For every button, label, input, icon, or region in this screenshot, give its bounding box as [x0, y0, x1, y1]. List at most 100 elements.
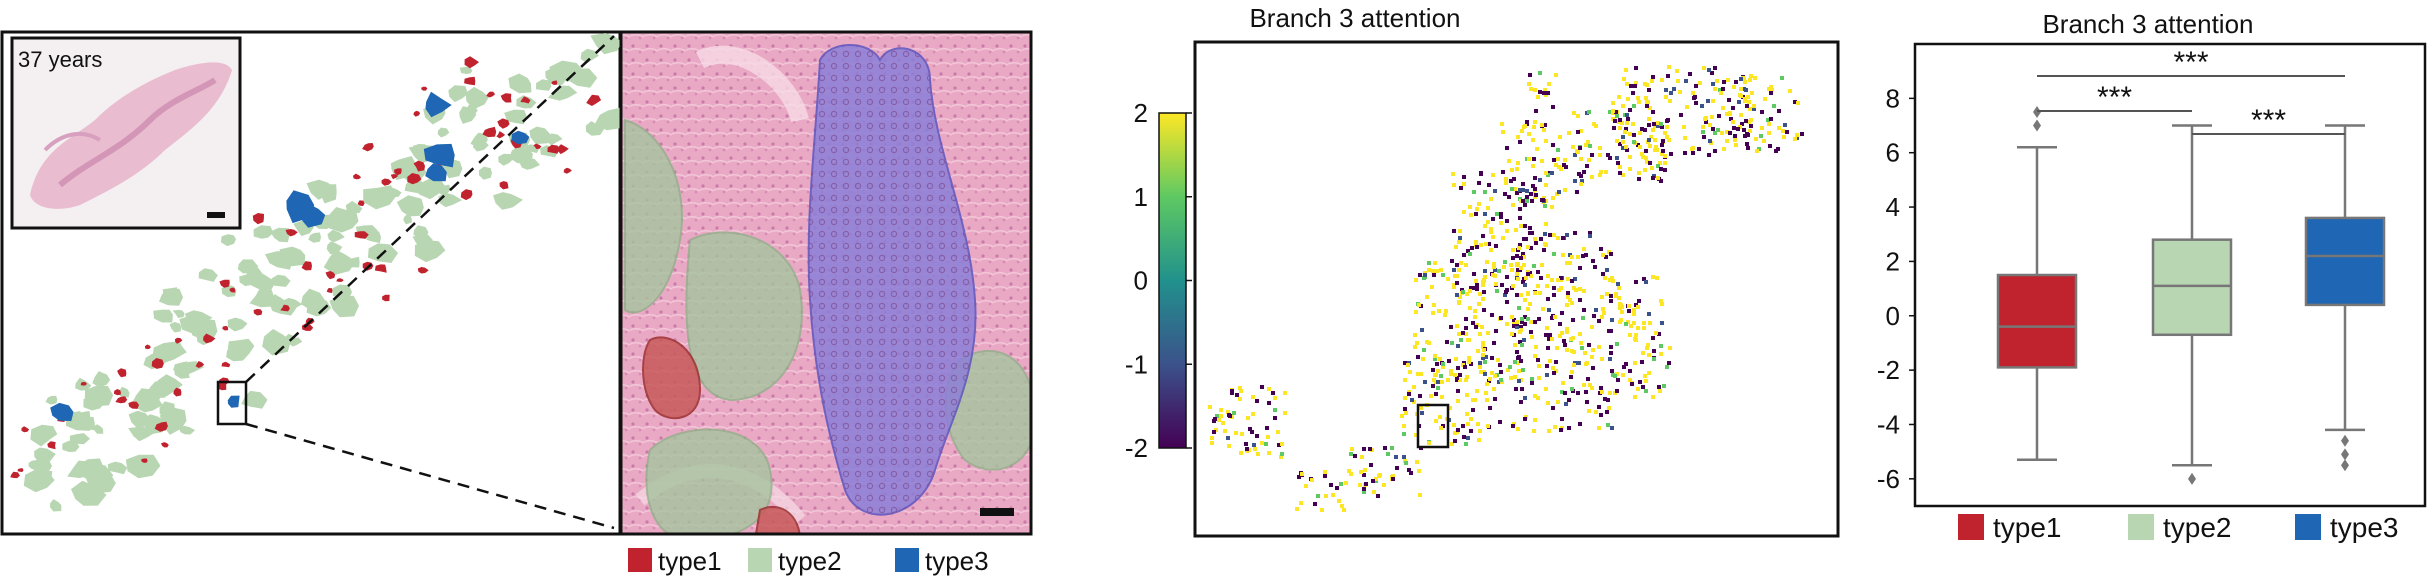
attention-pixel: [1528, 302, 1532, 306]
attention-pixel: [1492, 387, 1496, 391]
attention-pixel: [1488, 406, 1492, 410]
attention-pixel: [1640, 127, 1644, 131]
attention-pixel: [1478, 365, 1482, 369]
type1-blob: [252, 213, 264, 225]
attention-pixel: [1362, 447, 1366, 451]
attention-pixel: [1458, 378, 1462, 382]
type2-blob: [265, 251, 294, 270]
attention-pixel: [1605, 292, 1609, 296]
attention-pixel: [1599, 413, 1603, 417]
attention-pixel: [1616, 378, 1620, 382]
attention-pixel: [1509, 263, 1513, 267]
attention-pixel: [1526, 245, 1530, 249]
attention-pixel: [1625, 82, 1629, 86]
type1-blob: [219, 279, 230, 288]
attention-pixel: [1529, 87, 1533, 91]
attention-pixel: [1565, 233, 1569, 237]
attention-pixel: [1452, 229, 1456, 233]
attention-pixel: [1573, 231, 1577, 235]
attention-pixel: [1564, 402, 1568, 406]
attention-pixel: [1743, 134, 1747, 138]
attention-pixel: [1410, 398, 1414, 402]
attention-pixel: [1402, 455, 1406, 459]
attention-pixel: [1611, 101, 1615, 105]
attention-pixel: [1637, 171, 1641, 175]
attention-pixel: [1483, 360, 1487, 364]
attention-pixel: [1615, 156, 1619, 160]
attention-pixel: [1713, 149, 1717, 153]
attention-pixel: [1376, 494, 1380, 498]
attention-pixel: [1573, 179, 1577, 183]
type2-blob: [323, 249, 356, 275]
attention-pixel: [1608, 391, 1612, 395]
attention-pixel: [1581, 316, 1585, 320]
attention-pixel: [1739, 87, 1743, 91]
attention-pixel: [1659, 352, 1663, 356]
attention-pixel: [1212, 430, 1216, 434]
attention-pixel: [1513, 187, 1517, 191]
attention-pixel: [1462, 435, 1466, 439]
attention-pixel: [1515, 191, 1519, 195]
attention-pixel: [1605, 268, 1609, 272]
type2-blob: [470, 132, 488, 148]
attention-pixel: [1477, 302, 1481, 306]
attention-pixel: [1421, 357, 1425, 361]
attention-pixel: [1265, 426, 1269, 430]
attention-pixel: [1519, 256, 1523, 260]
y-tick-label: -6: [1877, 464, 1900, 494]
attention-pixel: [1545, 364, 1549, 368]
attention-pixel: [1461, 290, 1465, 294]
attention-pixel: [1739, 77, 1743, 81]
attention-pixel: [1547, 308, 1551, 312]
attention-map-title: Branch 3 attention: [1249, 3, 1460, 33]
attention-pixel: [1434, 419, 1438, 423]
attention-pixel: [1511, 424, 1515, 428]
attention-pixel: [1788, 89, 1792, 93]
legend-swatch-type3: [895, 548, 919, 572]
attention-pixel: [1607, 329, 1611, 333]
attention-pixel: [1415, 460, 1419, 464]
attention-pixel: [1663, 168, 1667, 172]
type2-blob: [92, 424, 104, 434]
attention-pixel: [1551, 105, 1555, 109]
attention-pixel: [1431, 269, 1435, 273]
attention-pixel: [1533, 176, 1537, 180]
attention-pixel: [1645, 346, 1649, 350]
attention-pixel: [1474, 325, 1478, 329]
type2-blob: [62, 440, 80, 452]
attention-pixel: [1606, 398, 1610, 402]
attention-pixel: [1565, 303, 1569, 307]
attention-pixel: [1503, 293, 1507, 297]
type1-blob: [557, 144, 569, 155]
attention-pixel: [1637, 100, 1641, 104]
tissue-map-panel: 37 years: [0, 30, 624, 536]
attention-pixel: [1208, 405, 1212, 409]
type1-blob: [413, 160, 425, 172]
type2-blob: [269, 227, 290, 243]
attention-pixel: [1543, 123, 1547, 127]
attention-pixel: [1556, 157, 1560, 161]
attention-pixel: [1609, 351, 1613, 355]
attention-pixel: [1560, 417, 1564, 421]
attention-pixel: [1710, 71, 1714, 75]
type1-blob: [10, 471, 20, 479]
attention-pixel: [1546, 401, 1550, 405]
attention-pixel: [1551, 406, 1555, 410]
attention-pixel: [1452, 423, 1456, 427]
attention-pixel: [1419, 406, 1423, 410]
boxplot-legend-label-type1: type1: [1993, 512, 2062, 543]
attention-pixel: [1717, 114, 1721, 118]
attention-pixel: [1427, 441, 1431, 445]
attention-pixel: [1515, 325, 1519, 329]
attention-pixel: [1600, 357, 1604, 361]
attention-pixel: [1423, 273, 1427, 277]
attention-pixel: [1662, 384, 1666, 388]
legend-label-type2: type2: [778, 546, 842, 576]
attention-pixel: [1267, 451, 1271, 455]
attention-pixel: [1612, 126, 1616, 130]
attention-pixel: [1559, 276, 1563, 280]
attention-pixel: [1749, 74, 1753, 78]
attention-pixel: [1495, 289, 1499, 293]
attention-pixel: [1455, 263, 1459, 267]
type1-blob: [499, 181, 509, 190]
